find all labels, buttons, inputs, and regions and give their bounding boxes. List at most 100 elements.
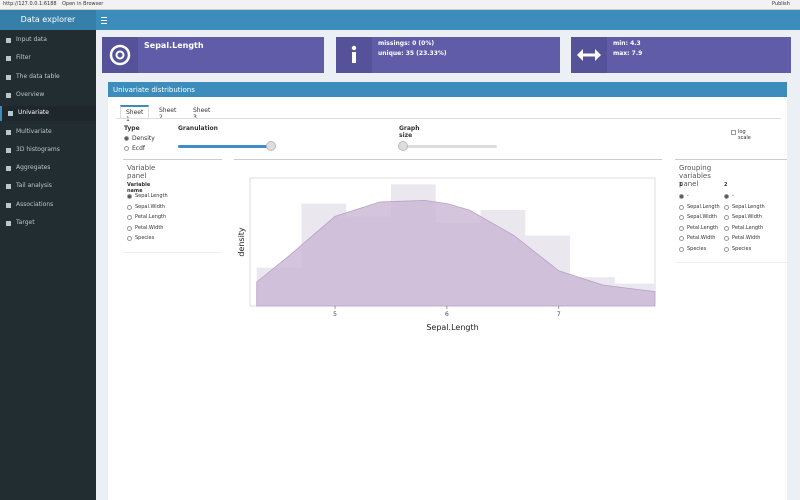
radio-label[interactable]: - (687, 193, 689, 199)
menu-label[interactable]: Overview (16, 90, 45, 98)
menu-item[interactable]: Tail analysis (0, 179, 96, 194)
menu-toggle[interactable] (101, 17, 109, 24)
plot-box (234, 159, 662, 500)
menu-item[interactable]: Overview (0, 88, 96, 103)
menu-label[interactable]: Aggregates (16, 164, 51, 172)
radio-label[interactable]: Ecdf (132, 145, 146, 152)
slider-handle[interactable] (398, 141, 408, 151)
radio[interactable] (124, 146, 129, 151)
tab[interactable]: Sheet 2 (159, 107, 177, 121)
menu-item[interactable]: Associations (0, 198, 96, 213)
radio[interactable] (724, 215, 729, 220)
radio-label[interactable]: Species (687, 245, 707, 252)
radio[interactable] (679, 215, 684, 220)
menu-item[interactable]: Filter (0, 51, 96, 66)
field-label: Variable name (127, 182, 151, 194)
radio[interactable] (127, 204, 132, 210)
menu-item[interactable]: Aggregates (0, 161, 96, 176)
sidebar: Input data Filter The data table Overview Un… (0, 30, 96, 500)
radio[interactable] (679, 225, 684, 231)
app-title: Data explorer (20, 15, 76, 24)
checkbox[interactable] (731, 130, 736, 135)
radio[interactable] (724, 225, 729, 231)
icon (109, 44, 131, 66)
radio-label[interactable]: Sepal.Width (135, 203, 165, 210)
slider-track[interactable] (399, 145, 497, 148)
radio-label[interactable]: Petal.Width (732, 235, 761, 241)
radio-label[interactable]: - (732, 193, 734, 199)
radio[interactable] (679, 236, 684, 241)
radio-label[interactable]: Sepal.Length (135, 193, 168, 199)
radio[interactable] (679, 194, 684, 199)
info-text: unique: 35 (23.33%) (378, 50, 447, 57)
menu-label[interactable]: Univariate (18, 109, 49, 117)
radio[interactable] (724, 204, 729, 210)
menu-icon (6, 202, 11, 208)
menu-label[interactable]: Tail analysis (16, 182, 52, 190)
menu-label[interactable]: 3D histograms (16, 145, 60, 153)
info-box: min: 4.3 max: 7.9 (571, 37, 791, 73)
info-text: Sepal.Length (144, 41, 204, 50)
menu-label[interactable]: The data table (16, 72, 60, 80)
icon (577, 49, 601, 61)
url: http://127.0.0.1:6188 (3, 1, 57, 7)
checkbox-label[interactable]: log scale (738, 129, 751, 141)
variable-panel (123, 159, 222, 253)
radio-label[interactable]: Petal.Length (687, 224, 719, 231)
radio[interactable] (724, 194, 729, 199)
radio[interactable] (127, 225, 132, 231)
open-browser[interactable]: Open in Browser (62, 1, 104, 7)
menu-icon (6, 129, 11, 135)
menu-label[interactable]: Filter (16, 54, 31, 62)
slider-handle[interactable] (266, 141, 276, 151)
tab[interactable]: Sheet 1 (120, 105, 150, 123)
radio-label[interactable]: Petal.Width (135, 224, 164, 231)
radio-label[interactable]: Sepal.Width (732, 214, 762, 220)
radio-label[interactable]: Petal.Length (135, 214, 167, 220)
info-icon (102, 37, 138, 73)
menu-item[interactable]: Target (0, 216, 96, 231)
radio[interactable] (679, 204, 684, 210)
radio[interactable] (127, 215, 132, 220)
radio-label[interactable]: Petal.Width (687, 235, 716, 241)
menu-item[interactable]: 3D histograms (0, 143, 96, 158)
tab[interactable]: Sheet 3 (193, 107, 211, 121)
radio[interactable] (127, 194, 132, 199)
radio-label[interactable]: Petal.Length (732, 224, 764, 231)
header (0, 10, 800, 30)
tab-line (116, 118, 781, 119)
menu-item[interactable]: Input data (0, 33, 96, 48)
radio-label[interactable]: Sepal.Length (687, 203, 720, 210)
column-label: 2 (724, 182, 728, 188)
info-icon (571, 37, 607, 73)
radio[interactable] (124, 136, 129, 141)
info-text: missings: 0 (0%) (378, 40, 435, 47)
radio[interactable] (724, 246, 729, 252)
radio[interactable] (127, 236, 132, 241)
type-label: Type (124, 125, 140, 132)
grouping-panel (675, 159, 787, 263)
menu-item[interactable]: The data table (0, 70, 96, 85)
menu-icon (6, 38, 11, 43)
radio-label[interactable]: Sepal.Length (732, 203, 765, 210)
radio[interactable] (724, 236, 729, 241)
radio-label[interactable]: Species (135, 235, 155, 241)
panel-title: Variable panel (127, 164, 156, 180)
publish[interactable]: Publish (772, 1, 790, 7)
menu-label[interactable]: Target (16, 219, 35, 226)
browser-bar: http://127.0.0.1:6188 Open in Browser Pu… (0, 0, 800, 10)
info-icon (336, 37, 372, 73)
menu-label[interactable]: Multivariate (16, 127, 52, 135)
menu-label[interactable]: Associations (16, 200, 54, 208)
menu-icon (6, 166, 11, 172)
radio[interactable] (679, 246, 684, 252)
menu-item[interactable]: Univariate (0, 106, 96, 122)
radio-label[interactable]: Density (132, 135, 155, 142)
radio-label[interactable]: Sepal.Width (687, 214, 717, 220)
info-box: Sepal.Length (102, 37, 324, 73)
menu-label[interactable]: Input data (16, 36, 47, 43)
slider-track[interactable] (178, 145, 270, 148)
menu-item[interactable]: Multivariate (0, 125, 96, 140)
radio-label[interactable]: Species (732, 245, 752, 252)
